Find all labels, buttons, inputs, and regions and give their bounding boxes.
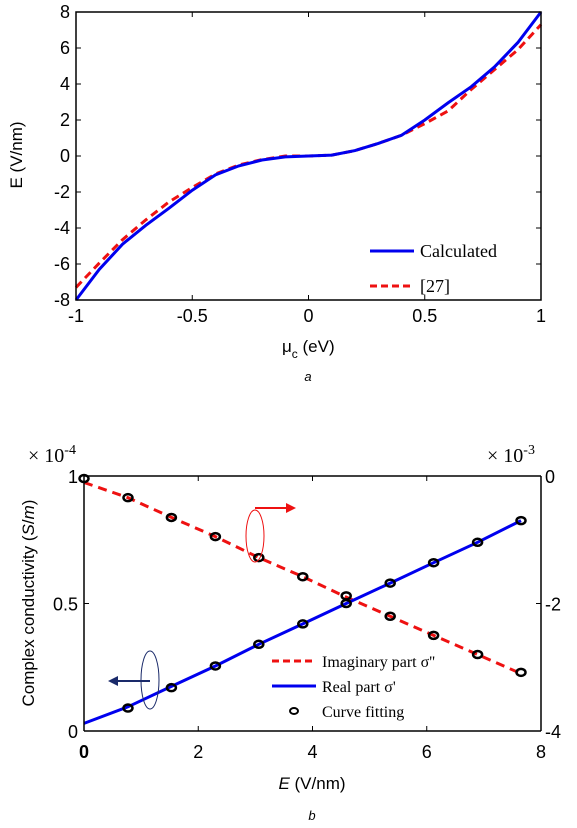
chart-a-ytick-label: 0 [60,146,70,166]
chart-b-fit-point [297,571,309,582]
chart-b-ylabel-prefix: Complex conductivity ( [19,535,38,706]
chart-b-ylabel: Complex conductivity (S/m) [19,500,38,707]
imaginary-group-ellipse [245,509,265,563]
chart-b-legend-label-fitting: Curve fitting [322,704,404,721]
chart-b-fit-point [209,661,222,671]
chart-b-ylabel-unit-s: S [19,523,38,535]
chart-b-fit-point [165,512,178,523]
chart-b-ylabel-suffix: ) [19,500,38,506]
chart-b-right-multiplier-exp: -3 [523,443,535,458]
chart-b-xlabel: E (V/nm) [278,774,345,793]
chart-a-xlabel-unit: (eV) [298,337,335,356]
chart-b-ylabel-unit-m: m [19,505,38,519]
chart-a: -1 -0.5 0 0.5 1 -8 -6 -4 -2 0 2 4 6 8 E (V/nm) μc (eV… [7,2,546,384]
chart-b-series-real-line [83,519,522,725]
chart-b-fit-point [165,682,178,693]
chart-b-xlabel-unit: (V/nm) [290,774,346,793]
chart-a-xtick-label: 0 [303,306,313,326]
chart-b-left-multiplier-exp: -4 [64,443,76,458]
chart-a-series-layer [74,11,543,301]
chart-a-xtick-label: -0.5 [177,306,208,326]
chart-a-caption: a [304,369,311,384]
chart-b-right-multiplier: × 10-3 [487,443,535,467]
chart-b-legend-label-imaginary: Imaginary part σ'' [322,654,435,671]
chart-b-caption: b [308,808,315,823]
chart-b-axis-indicators [108,503,296,710]
chart-b-fit-point [297,619,309,629]
chart-b-series-layer [83,480,522,725]
chart-b-fit-point [515,515,527,526]
chart-a-ytick-label: -8 [54,290,70,310]
chart-a-xtick-label: -1 [68,306,84,326]
chart-a-legend: Calculated [27] [370,241,497,296]
chart-b-legend-swatch-fitting [289,707,299,715]
chart-a-xtick-label: 1 [536,306,546,326]
chart-b-ytick-label-left: 1 [68,467,78,487]
chart-b-fit-point [340,591,352,601]
chart-b: 0 2 4 6 800.51 0-2-4 × 10-4 × 10-3 Complex co… [19,443,561,823]
chart-b-xtick-label: 2 [193,742,203,762]
chart-b-fit-point [471,537,484,548]
chart-b-xtick-label: 0 [79,742,89,762]
chart-a-ytick-label: 2 [60,110,70,130]
chart-b-fit-point [209,531,222,542]
chart-b-ylabel-slash: / [19,519,38,524]
chart-b-ytick-label-right: -2 [545,595,561,615]
chart-b-xtick-label: 6 [422,742,432,762]
chart-b-xtick-label: 8 [536,742,546,762]
chart-b-right-multiplier-base: × 10 [487,445,523,467]
chart-a-xlabel-sub: c [292,347,298,361]
chart-b-fit-point [427,557,440,568]
chart-a-ytick-label: 4 [60,74,70,94]
chart-b-fit-point [384,611,396,621]
chart-a-ticks-layer: -1 -0.5 0 0.5 1 -8 -6 -4 -2 0 2 4 6 8 [54,2,546,326]
chart-b-ytick-label-left: 0 [68,722,78,742]
chart-b-ytick-label-left: 0.5 [53,595,78,615]
chart-b-left-multiplier: × 10-4 [28,443,76,467]
chart-b-ticks-layer: 0 2 4 6 8 0 0.5 1 0 -2 -4 [53,467,561,762]
chart-a-series-calculated-line [74,11,543,301]
chart-a-ylabel: E (V/nm) [7,121,26,188]
chart-a-xlabel-main: μ [282,337,292,356]
chart-a-xtick-label: 0.5 [412,306,437,326]
chart-b-legend: Imaginary part σ'' Real part σ' Curve fi… [272,654,435,721]
chart-b-fit-point [122,492,134,503]
chart-b-legend-label-real: Real part σ' [322,679,396,696]
chart-b-fit-point [515,667,527,678]
chart-b-fit-point [253,552,265,563]
chart-b-ytick-label-right: 0 [545,467,555,487]
chart-b-left-multiplier-base: × 10 [28,445,64,467]
chart-b-series-imaginary-line [83,480,522,675]
chart-b-xtick-label: 4 [307,742,317,762]
chart-b-xlabel-var: E [278,774,290,793]
chart-a-ytick-label: -6 [54,254,70,274]
chart-b-ytick-label-right: -4 [545,722,561,742]
chart-a-ytick-label: 6 [60,38,70,58]
chart-a-ytick-label: 8 [60,2,70,22]
chart-a-legend-label-ref27: [27] [420,276,450,296]
chart-b-fit-point [471,649,484,660]
chart-a-ytick-label: -2 [54,182,70,202]
chart-a-ytick-label: -4 [54,218,70,238]
chart-b-fit-point [384,578,396,588]
chart-b-markers-layer [78,473,527,713]
chart-b-fit-point [253,639,265,650]
chart-a-legend-label-calculated: Calculated [420,241,497,261]
chart-a-xlabel: μc (eV) [282,337,335,361]
chart-b-fit-point [122,703,134,713]
chart-b-fit-point [427,630,440,641]
